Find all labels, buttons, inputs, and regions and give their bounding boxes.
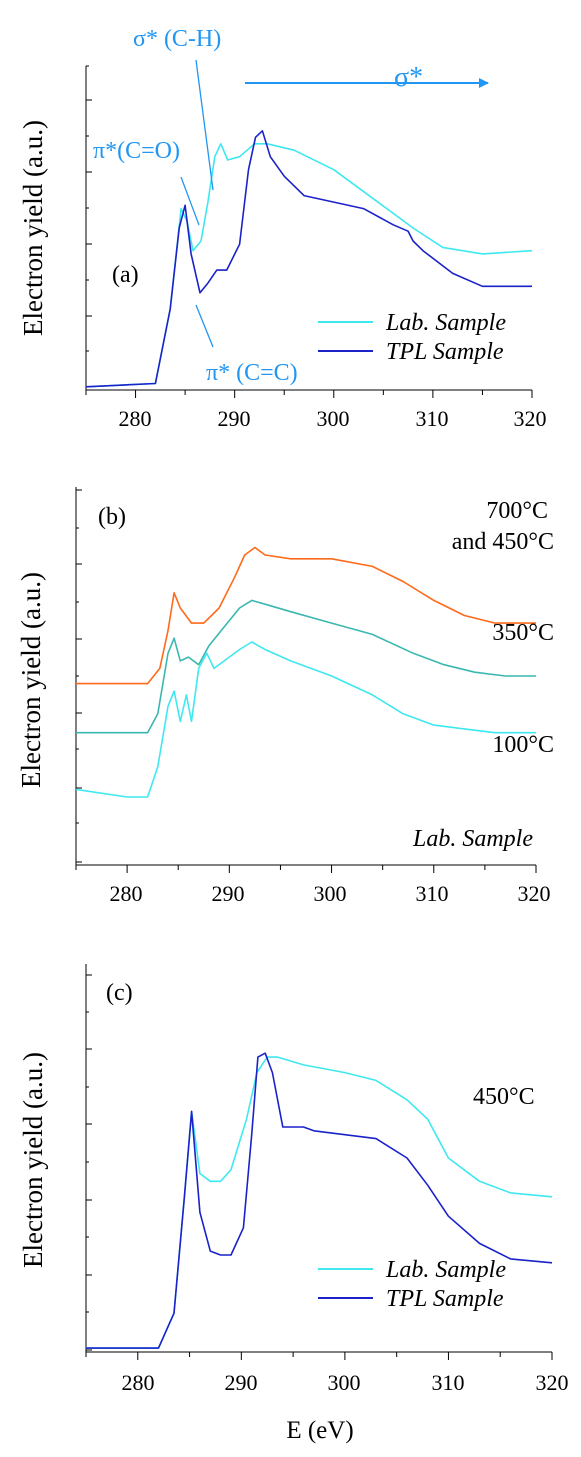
panel-b-xtick-label: 290 <box>212 881 245 906</box>
sigma-ch-annotation: σ* (C-H) <box>133 26 221 52</box>
panel-c-xtick-label: 310 <box>432 1370 465 1395</box>
panel-b-xtick-label: 310 <box>416 881 449 906</box>
panel-b-series-line-3 <box>75 641 536 798</box>
panel-b-xtick-label: 300 <box>314 881 347 906</box>
panel-a-xtick-label: 300 <box>317 406 350 431</box>
pi-cc-pointer <box>195 304 214 348</box>
panel-a-series-line-2 <box>85 130 532 388</box>
panel-b-xtick-label: 280 <box>110 881 143 906</box>
legend-label-tpl: TPL Sample <box>386 339 504 365</box>
legend-label-tpl: TPL Sample <box>386 1286 504 1312</box>
panel-c-ticks <box>85 974 553 1360</box>
sigma-annotation: σ* <box>394 62 423 93</box>
panel-c-xtick-label: 290 <box>225 1370 258 1395</box>
panel-c-xtick-label: 320 <box>536 1370 569 1395</box>
panel-b-sample-note: Lab. Sample <box>412 826 533 852</box>
panel-b: Electron yield (a.u.) (b) 280 290 300 31… <box>16 487 554 906</box>
panel-a-y-label: Electron yield (a.u.) <box>18 120 48 336</box>
panel-b-xtick-label: 320 <box>518 881 551 906</box>
panel-a-ticks <box>85 65 533 398</box>
label-100: 100°C <box>492 732 554 758</box>
panel-a-xtick-label: 310 <box>416 406 449 431</box>
pi-co-annotation: π*(C=O) <box>93 138 180 164</box>
panel-b-series-line-1 <box>76 546 536 685</box>
panel-b-y-label: Electron yield (a.u.) <box>16 572 46 788</box>
panel-c-series-line-2 <box>86 1052 553 1349</box>
panel-b-label: (b) <box>98 504 126 530</box>
panel-a-xtick-label: 320 <box>514 406 547 431</box>
panel-c-label: (c) <box>106 980 133 1006</box>
panel-c-temperature: 450°C <box>473 1084 535 1110</box>
panel-a-series <box>85 130 533 388</box>
panel-c: Electron yield (a.u.) (c) 280 290 300 31… <box>18 964 569 1444</box>
legend-label-lab: Lab. Sample <box>385 310 506 336</box>
panel-c-series <box>86 1052 553 1349</box>
panel-c-xtick-label: 280 <box>122 1370 155 1395</box>
pi-co-pointer <box>180 176 200 226</box>
panel-a-xtick-label: 280 <box>119 406 152 431</box>
x-axis-label: E (eV) <box>286 1417 353 1444</box>
panel-c-xtick-label: 300 <box>328 1370 361 1395</box>
label-700-450: 700°C and 450°C <box>452 498 554 555</box>
panel-a-xtick-label: 290 <box>218 406 251 431</box>
label-350: 350°C <box>492 620 554 646</box>
panel-b-series-line-2 <box>76 599 536 734</box>
sigma-ch-pointer <box>195 59 214 191</box>
panel-b-series <box>75 546 536 798</box>
panel-c-y-label: Electron yield (a.u.) <box>18 1052 48 1268</box>
pi-cc-annotation: π* (C=C) <box>206 360 298 386</box>
panel-b-ticks <box>75 489 537 873</box>
panel-a-label: (a) <box>112 262 139 288</box>
legend-label-lab: Lab. Sample <box>385 1257 506 1283</box>
panel-a: Electron yield (a.u.) (a) 280 290 300 31… <box>18 26 547 431</box>
